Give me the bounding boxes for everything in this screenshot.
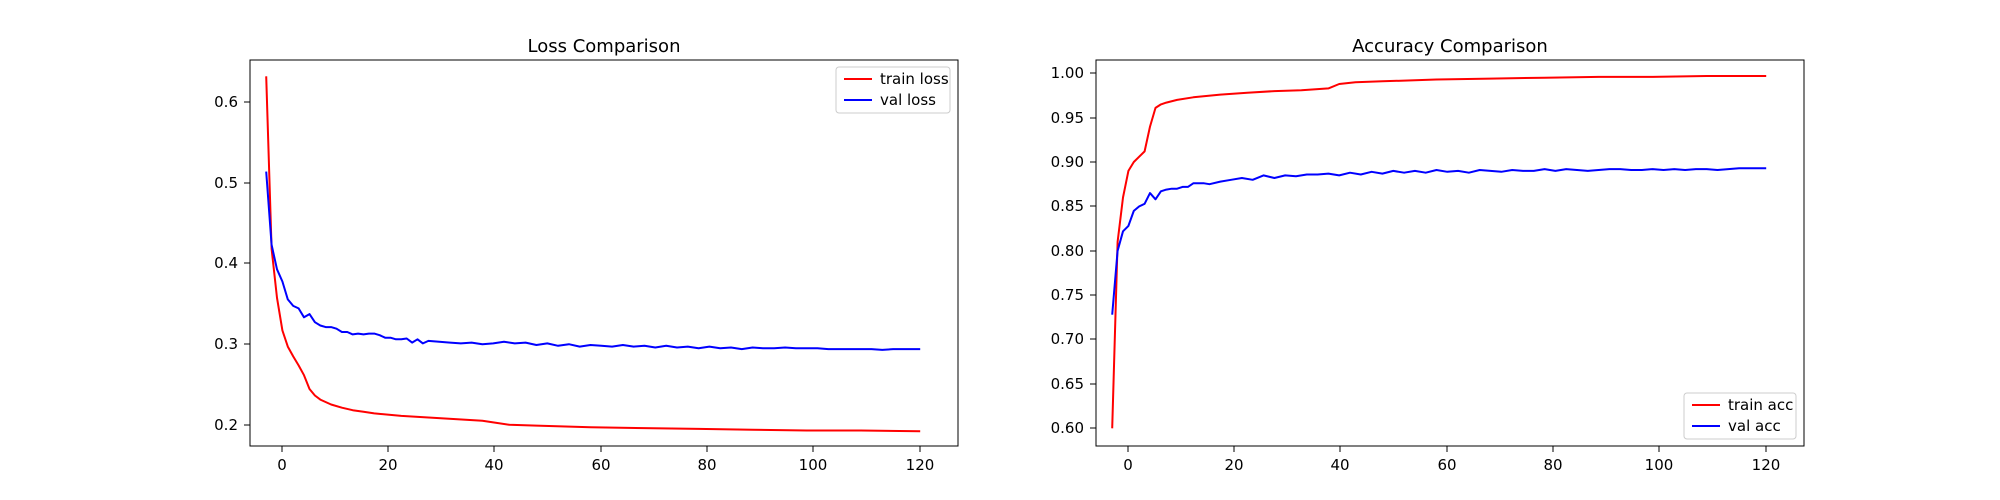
val-loss-line — [265, 171, 921, 351]
accuracy-x-tick-label: 80 — [1543, 456, 1562, 474]
loss-y-tick-label: 0.4 — [214, 254, 238, 272]
accuracy-chart: Accuracy Comparison 0 20 40 60 80 100 12… — [1051, 36, 1805, 474]
accuracy-y-tick-label: 0.90 — [1051, 153, 1084, 171]
accuracy-x-tick-label: 0 — [1123, 456, 1133, 474]
loss-y-axis: 0.2 0.3 0.4 0.5 0.6 — [214, 93, 250, 434]
accuracy-y-tick-label: 1.00 — [1051, 64, 1084, 82]
train-acc-line — [1111, 75, 1767, 429]
loss-x-tick-label: 20 — [378, 456, 397, 474]
loss-chart: Loss Comparison 0 20 40 60 80 100 120 0.… — [214, 36, 959, 474]
loss-legend-label-train: train loss — [880, 70, 949, 88]
accuracy-y-tick-label: 0.95 — [1051, 109, 1084, 127]
loss-chart-title: Loss Comparison — [528, 36, 681, 57]
accuracy-legend-label-train: train acc — [1728, 396, 1793, 414]
accuracy-chart-title: Accuracy Comparison — [1352, 36, 1548, 57]
accuracy-y-tick-label: 0.80 — [1051, 242, 1084, 260]
accuracy-x-tick-label: 100 — [1645, 456, 1674, 474]
loss-x-tick-label: 0 — [277, 456, 287, 474]
loss-x-tick-label: 60 — [591, 456, 610, 474]
accuracy-y-tick-label: 0.85 — [1051, 197, 1084, 215]
accuracy-y-tick-label: 0.70 — [1051, 330, 1084, 348]
loss-legend-label-val: val loss — [880, 91, 936, 109]
loss-x-tick-label: 120 — [906, 456, 935, 474]
accuracy-plot-frame — [1095, 59, 1805, 447]
loss-y-tick-label: 0.5 — [214, 174, 238, 192]
accuracy-x-tick-label: 60 — [1437, 456, 1456, 474]
accuracy-y-tick-label: 0.65 — [1051, 375, 1084, 393]
accuracy-x-tick-label: 40 — [1330, 456, 1349, 474]
accuracy-legend: train acc val acc — [1683, 392, 1797, 440]
accuracy-plot-lines — [1111, 75, 1767, 429]
loss-legend: train loss val loss — [835, 66, 951, 114]
accuracy-y-tick-label: 0.75 — [1051, 286, 1084, 304]
accuracy-y-axis: 0.60 0.65 0.70 0.75 0.80 0.85 0.90 0.95 … — [1051, 64, 1096, 437]
loss-x-tick-label: 40 — [484, 456, 503, 474]
loss-y-tick-label: 0.6 — [214, 93, 238, 111]
accuracy-x-tick-label: 20 — [1224, 456, 1243, 474]
val-acc-line — [1111, 167, 1767, 315]
loss-x-tick-label: 100 — [799, 456, 828, 474]
train-loss-line — [265, 76, 921, 433]
accuracy-x-tick-label: 120 — [1752, 456, 1781, 474]
loss-x-axis: 0 20 40 60 80 100 120 — [277, 446, 934, 474]
accuracy-y-tick-label: 0.60 — [1051, 419, 1084, 437]
accuracy-x-axis: 0 20 40 60 80 100 120 — [1123, 446, 1780, 474]
loss-plot-frame — [249, 59, 959, 447]
accuracy-legend-label-val: val acc — [1728, 417, 1781, 435]
loss-plot-lines — [265, 76, 921, 433]
loss-y-tick-label: 0.3 — [214, 335, 238, 353]
loss-y-tick-label: 0.2 — [214, 416, 238, 434]
loss-x-tick-label: 80 — [697, 456, 716, 474]
